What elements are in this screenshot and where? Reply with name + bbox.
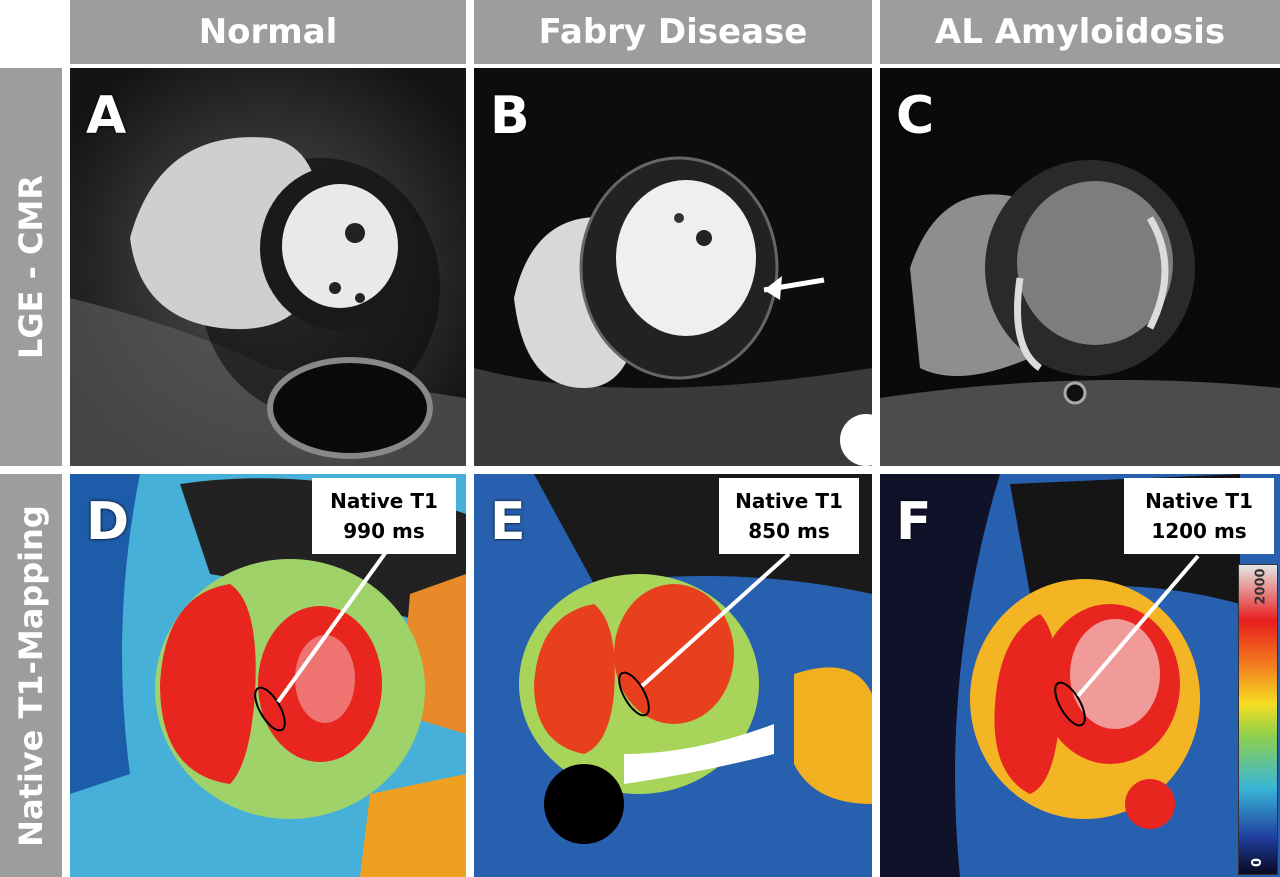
column-header-label: Fabry Disease: [538, 12, 808, 52]
native-t1-label: Native T1: [330, 489, 438, 513]
native-t1-label: Native T1: [1145, 489, 1253, 513]
panel-e-t1-fabry: E Native T1 850 ms: [474, 474, 872, 877]
native-t1-box: Native T1 1200 ms: [1124, 478, 1274, 554]
column-header-label: Normal: [198, 12, 338, 52]
native-t1-value: 990 ms: [343, 519, 425, 543]
panel-c-lge-amyloid: C: [880, 68, 1280, 466]
panel-b-lge-fabry: B: [474, 68, 872, 466]
native-t1-label: Native T1: [735, 489, 843, 513]
panel-letter: A: [86, 86, 127, 146]
native-t1-box: Native T1 990 ms: [312, 478, 456, 554]
row-header-label: Native T1-Mapping: [12, 504, 50, 847]
row-header-t1: Native T1-Mapping: [0, 474, 62, 877]
panel-a-lge-normal: A: [70, 68, 466, 466]
panel-d-t1-normal: D Native T1 990 ms: [70, 474, 466, 877]
mri-image: [474, 68, 872, 466]
panel-letter: E: [490, 492, 526, 552]
column-header-normal: Normal: [70, 0, 466, 64]
color-scale-max: 2000: [1253, 568, 1269, 605]
panel-letter: D: [86, 492, 130, 552]
row-header-label: LGE - CMR: [12, 174, 51, 360]
mri-image: [70, 68, 466, 466]
native-t1-box: Native T1 850 ms: [719, 478, 859, 554]
panel-letter: F: [896, 492, 932, 552]
column-header-fabry: Fabry Disease: [474, 0, 872, 64]
mri-image: [880, 68, 1280, 466]
column-header-amyloidosis: AL Amyloidosis: [880, 0, 1280, 64]
column-header-label: AL Amyloidosis: [934, 12, 1226, 52]
native-t1-value: 1200 ms: [1151, 519, 1247, 543]
arrow-icon: [766, 274, 767, 275]
native-t1-value: 850 ms: [748, 519, 830, 543]
panel-f-t1-amyloid: F Native T1 1200 ms 2000 0: [880, 474, 1280, 877]
panel-letter: C: [896, 86, 935, 146]
color-scale-bar: 2000 0: [1238, 564, 1278, 875]
panel-letter: B: [490, 86, 530, 146]
color-scale-min: 0: [1250, 857, 1266, 868]
row-header-lge: LGE - CMR: [0, 68, 62, 466]
t1-map-image: [70, 474, 466, 877]
